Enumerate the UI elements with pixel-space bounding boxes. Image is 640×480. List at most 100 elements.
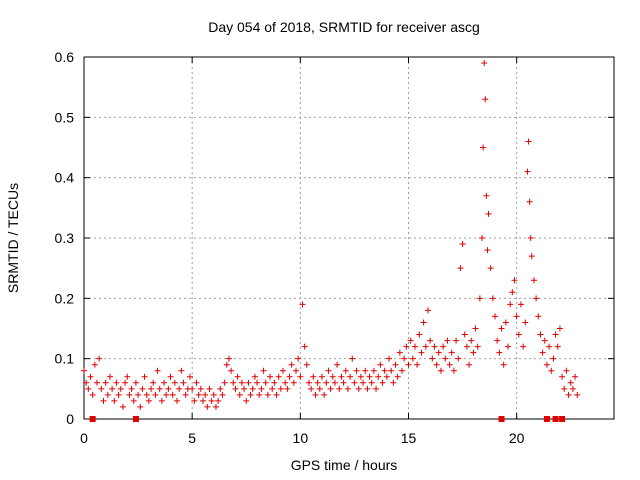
- data-point: [299, 301, 306, 308]
- data-point: [396, 349, 403, 356]
- data-point: [197, 385, 204, 392]
- data-point: [238, 379, 245, 386]
- data-point: [327, 385, 334, 392]
- data-point: [528, 253, 535, 260]
- y-tick-label: 0: [66, 411, 74, 427]
- data-point: [221, 379, 228, 386]
- data-point: [484, 247, 491, 254]
- data-point: [394, 373, 401, 380]
- data-point: [511, 277, 518, 284]
- data-point: [251, 373, 258, 380]
- data-point: [262, 379, 269, 386]
- data-point: [535, 313, 542, 320]
- data-point: [565, 391, 572, 398]
- data-point: [85, 385, 92, 392]
- data-point: [234, 373, 241, 380]
- data-point: [485, 210, 492, 217]
- data-point: [522, 319, 529, 326]
- data-point: [297, 373, 304, 380]
- data-point: [468, 337, 475, 344]
- data-point: [550, 355, 557, 362]
- data-point: [515, 331, 522, 338]
- data-point: [489, 295, 496, 302]
- data-point: [219, 391, 226, 398]
- data-point: [474, 343, 481, 350]
- data-point: [93, 379, 100, 386]
- data-point: [401, 355, 408, 362]
- y-tick-label: 0.2: [55, 290, 75, 306]
- data-point: [507, 301, 514, 308]
- data-point: [383, 373, 390, 380]
- data-point: [117, 385, 124, 392]
- data-point: [453, 337, 460, 344]
- data-point: [334, 361, 341, 368]
- data-point: [169, 391, 176, 398]
- data-point: [388, 367, 395, 374]
- data-point: [228, 367, 235, 374]
- data-point: [98, 385, 105, 392]
- data-point: [483, 192, 490, 199]
- data-point: [284, 385, 291, 392]
- data-point: [498, 325, 505, 332]
- data-point: [494, 337, 501, 344]
- data-point-square: [559, 416, 566, 422]
- data-point: [180, 379, 187, 386]
- data-point: [431, 343, 438, 350]
- data-point: [174, 397, 181, 404]
- data-point: [163, 391, 170, 398]
- data-point: [336, 385, 343, 392]
- data-point: [399, 367, 405, 374]
- data-point: [323, 379, 330, 386]
- data-point: [386, 355, 393, 362]
- data-point: [275, 373, 282, 380]
- data-point: [349, 355, 356, 362]
- data-point: [165, 385, 172, 392]
- data-point: [321, 391, 328, 398]
- data-point: [446, 361, 453, 368]
- data-point: [407, 337, 414, 344]
- data-point: [435, 349, 442, 356]
- data-point: [111, 397, 118, 404]
- data-point: [96, 355, 103, 362]
- chart-title: Day 054 of 2018, SRMTID for receiver asc…: [208, 19, 480, 35]
- data-point: [243, 397, 250, 404]
- data-point: [193, 379, 200, 386]
- data-point: [533, 295, 540, 302]
- data-point: [548, 367, 555, 374]
- data-point: [530, 277, 537, 284]
- data-point: [517, 301, 524, 308]
- data-point: [89, 391, 96, 398]
- y-axis-label: SRMTID / TECUs: [5, 183, 21, 293]
- data-point: [106, 373, 113, 380]
- data-point: [139, 385, 146, 392]
- data-point: [552, 331, 559, 338]
- data-point: [223, 361, 230, 368]
- data-point: [156, 385, 163, 392]
- data-point: [351, 379, 358, 386]
- data-point: [463, 343, 470, 350]
- data-point: [569, 385, 576, 392]
- data-point: [505, 343, 511, 350]
- data-point: [500, 361, 507, 368]
- data-point: [572, 373, 579, 380]
- data-point: [258, 385, 265, 392]
- data-point: [480, 144, 487, 151]
- plot-frame: [83, 56, 615, 420]
- data-point: [392, 361, 399, 368]
- data-point: [539, 349, 546, 356]
- x-tick-label: 5: [188, 430, 196, 446]
- data-point: [312, 391, 319, 398]
- data-point: [225, 355, 232, 362]
- data-point: [360, 379, 367, 386]
- data-point: [286, 373, 293, 380]
- data-point: [370, 367, 377, 374]
- data-point: [437, 367, 444, 374]
- data-point: [91, 361, 98, 368]
- data-point: [137, 403, 144, 410]
- data-point: [208, 397, 215, 404]
- data-point: [409, 355, 416, 362]
- data-point: [472, 325, 479, 332]
- y-tick-label: 0.3: [55, 230, 75, 246]
- data-point-square: [132, 416, 139, 422]
